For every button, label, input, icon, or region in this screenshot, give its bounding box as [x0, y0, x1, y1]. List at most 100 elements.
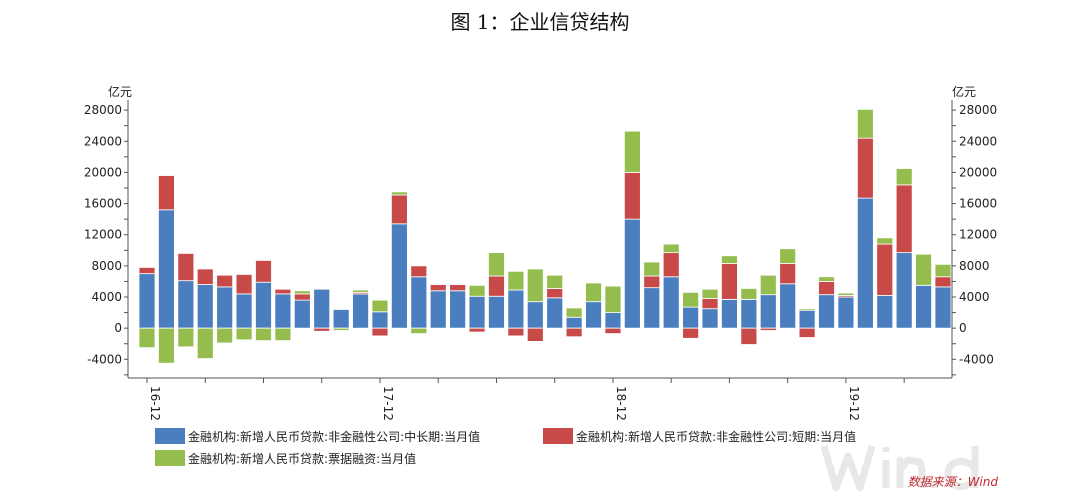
bar-bill-financing-19-02 [643, 261, 661, 277]
bar-short-term-17-06 [255, 260, 272, 283]
bar-bill-financing-18-05 [468, 284, 486, 297]
bar-bill-financing-19-09 [779, 248, 797, 264]
bar-long-term-20-03 [895, 252, 913, 329]
left-y-tick-label: 20000 [84, 165, 122, 179]
bar-short-term-17-12 [371, 327, 389, 337]
bar-bill-financing-18-10 [565, 307, 583, 318]
bar-short-term-20-01 [856, 137, 874, 199]
bar-long-term-18-07 [507, 289, 525, 329]
bar-bill-financing-18-12 [604, 285, 622, 313]
legend-swatch-bill-financing [155, 450, 185, 466]
left-y-tick-label: 16000 [84, 197, 122, 211]
bar-bill-financing-17-04 [216, 327, 234, 344]
bar-bill-financing-17-10 [332, 327, 350, 331]
bar-bill-financing-18-09 [546, 274, 564, 289]
bar-short-term-19-04 [682, 327, 700, 339]
bar-bill-financing-17-08 [293, 290, 311, 295]
bar-bill-financing-18-06 [488, 252, 505, 277]
left-y-tick-label: 4000 [91, 290, 122, 304]
bar-long-term-18-08 [526, 301, 544, 329]
bar-short-term-18-09 [546, 288, 564, 299]
bar-long-term-19-09 [779, 283, 797, 329]
bar-bill-financing-17-12 [371, 299, 389, 313]
legend-label-short-term: 金融机构:新增人民币贷款:非金融性公司:短期:当月值 [576, 429, 856, 444]
right-y-tick-label: 0 [959, 321, 967, 335]
bar-long-term-17-08 [293, 299, 311, 329]
bar-long-term-19-07 [740, 298, 758, 329]
bar-bill-financing-19-01 [623, 130, 641, 173]
bar-short-term-17-03 [196, 268, 214, 285]
bar-short-term-19-06 [721, 263, 738, 300]
legend-label-long-term: 金融机构:新增人民币贷款:非金融性公司:中长期:当月值 [188, 429, 480, 444]
watermark-logo [820, 445, 979, 492]
x-tick-label: 18-12 [614, 386, 628, 421]
bar-bill-financing-16-12 [138, 327, 156, 349]
bar-bill-financing-17-06 [255, 327, 272, 342]
bar-long-term-17-02 [177, 280, 195, 329]
bar-short-term-19-05 [701, 298, 719, 310]
bar-short-term-19-08 [759, 327, 777, 331]
legend: 金融机构:新增人民币贷款:非金融性公司:中长期:当月值 金融机构:新增人民币贷款… [155, 428, 856, 466]
bar-bill-financing-20-05 [934, 263, 952, 278]
bar-long-term-17-06 [255, 281, 272, 329]
bar-long-term-19-02 [643, 287, 661, 329]
bar-bill-financing-19-03 [662, 243, 680, 254]
bar-long-term-19-11 [818, 294, 835, 329]
x-tick-label: 19-12 [847, 386, 861, 421]
bar-long-term-18-01 [390, 223, 408, 329]
bar-long-term-18-10 [565, 316, 583, 329]
bar-long-term-19-12 [837, 296, 855, 329]
bar-short-term-19-07 [740, 327, 758, 345]
bar-long-term-18-09 [546, 297, 564, 329]
bar-long-term-17-05 [235, 293, 253, 329]
left-y-tick-label: 8000 [91, 259, 122, 273]
bar-bill-financing-19-08 [759, 274, 777, 296]
bar-bill-financing-17-01 [158, 327, 175, 364]
bar-short-term-18-12 [604, 327, 622, 335]
bar-long-term-17-04 [216, 286, 234, 329]
bar-short-term-18-11 [585, 327, 602, 330]
x-tick-label: 17-12 [381, 386, 395, 421]
bar-long-term-19-08 [759, 294, 777, 329]
bar-short-term-19-10 [798, 327, 816, 338]
bar-short-term-18-05 [468, 327, 486, 333]
bar-bill-financing-20-02 [876, 237, 894, 245]
x-tick-label: 16-12 [148, 386, 162, 421]
bar-long-term-19-01 [623, 218, 641, 329]
bar-short-term-17-05 [235, 274, 253, 295]
bar-bill-financing-19-06 [721, 255, 738, 264]
bar-short-term-19-01 [623, 172, 641, 220]
bar-short-term-20-02 [876, 243, 894, 296]
bar-long-term-17-11 [352, 293, 369, 329]
bar-long-term-18-04 [449, 290, 467, 329]
bar-short-term-19-03 [662, 252, 680, 278]
bar-short-term-20-03 [895, 184, 913, 254]
bar-bill-financing-17-07 [274, 327, 292, 342]
legend-swatch-long-term [155, 428, 185, 444]
right-unit-label: 亿元 [952, 84, 976, 99]
right-y-tick-label: 12000 [959, 228, 997, 242]
bar-long-term-18-02 [410, 276, 428, 329]
bar-long-term-20-01 [856, 197, 874, 329]
data-source: 数据来源：Wind [908, 475, 999, 489]
bar-long-term-19-04 [682, 306, 700, 329]
right-y-tick-label: 28000 [959, 103, 997, 117]
bar-long-term-19-10 [798, 309, 816, 329]
bar-short-term-18-03 [429, 284, 447, 292]
bar-short-term-18-08 [526, 327, 544, 342]
left-y-tick-label: -4000 [87, 352, 122, 366]
bar-long-term-17-07 [274, 293, 292, 329]
bar-long-term-18-12 [604, 312, 622, 329]
bar-short-term-17-04 [216, 274, 234, 288]
bar-bill-financing-18-11 [585, 282, 602, 303]
left-y-tick-label: 28000 [84, 103, 122, 117]
bar-long-term-20-02 [876, 295, 894, 329]
bar-bill-financing-19-12 [837, 292, 855, 296]
left-y-tick-label: 0 [114, 321, 122, 335]
bar-short-term-18-04 [449, 284, 467, 292]
bar-bill-financing-20-03 [895, 168, 913, 186]
bar-bill-financing-19-04 [682, 291, 700, 308]
bar-long-term-17-01 [158, 209, 175, 329]
bar-long-term-18-11 [585, 301, 602, 329]
